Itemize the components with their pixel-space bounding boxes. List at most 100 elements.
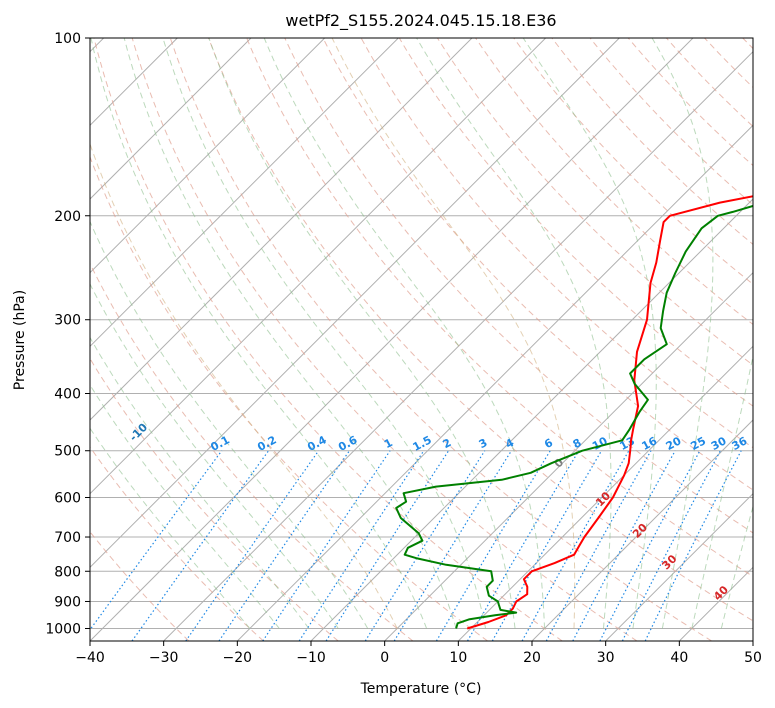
mixing-ratio-line: [262, 450, 391, 641]
mixing-ratio-line: [435, 450, 551, 641]
mixing-ratio-label: 25: [688, 434, 708, 453]
isotherm-gridline: [90, 38, 399, 348]
isotherm-gridline: [90, 38, 252, 200]
mixing-ratio-label: 13: [617, 434, 637, 453]
dry-adiabat: [90, 262, 414, 641]
dry-adiabat: [666, 38, 753, 128]
mixing-ratio-line: [185, 450, 320, 641]
y-tick-label: 900: [54, 594, 81, 610]
mixing-ratio-line: [218, 450, 350, 641]
dry-adiabat: [322, 38, 753, 491]
moist-adiabat: [90, 142, 398, 629]
chart-title: wetPf2_S155.2024.045.15.18.E36: [285, 11, 556, 31]
x-tick-label: 0: [380, 650, 389, 666]
y-tick-label: 1000: [45, 621, 81, 637]
moist-adiabat-label: 40: [711, 583, 731, 603]
isotherm-gridline: [90, 38, 620, 569]
mixing-ratio-line: [491, 450, 603, 641]
dry-adiabat: [208, 38, 753, 622]
moist-adiabat: [651, 38, 714, 629]
mixing-ratio-label: 4: [503, 436, 516, 451]
isotherm-gridline: [163, 50, 753, 641]
dry-adiabat: [90, 357, 339, 641]
isotherm-gridline: [605, 492, 753, 641]
mixing-ratio-label: 30: [709, 434, 729, 453]
y-tick-label: 700: [54, 530, 81, 546]
x-tick-label: 20: [523, 650, 541, 666]
mixing-ratio-label: 20: [664, 434, 684, 453]
mixing-ratio-label: 36: [730, 434, 750, 453]
mixing-ratio-label: 16: [640, 434, 660, 453]
mixing-ratio-line: [599, 450, 701, 641]
mixing-ratio-label: 6: [542, 436, 555, 451]
moist-adiabat: [691, 353, 753, 629]
x-axis-label: Temperature (°C): [360, 681, 482, 697]
isotherm-gridline: [752, 640, 753, 641]
x-tick-label: −40: [75, 650, 105, 666]
moist-adiabat: [123, 38, 457, 629]
moist-adiabat: [90, 38, 428, 629]
dry-adiabat: [131, 38, 638, 641]
moist-adiabat: [90, 282, 339, 629]
dry-adiabat: [704, 38, 753, 89]
mixing-ratio-line: [90, 450, 223, 631]
x-tick-label: −10: [296, 650, 326, 666]
moist-adiabat: [331, 38, 576, 629]
dry-adiabat: [475, 38, 753, 326]
x-tick-label: −20: [223, 650, 253, 666]
moist-adiabat: [90, 220, 369, 629]
y-tick-label: 200: [54, 209, 81, 225]
temperature-profile: [466, 195, 753, 630]
dry-adiabat: [360, 38, 753, 449]
dry-adiabat: [93, 38, 563, 641]
x-tick-label: −30: [149, 650, 179, 666]
y-tick-label: 400: [54, 387, 81, 403]
moist-adiabat: [416, 38, 612, 629]
mixing-ratio-line: [545, 450, 652, 641]
isotherm-gridline: [384, 271, 753, 641]
isotherm-gridline: [90, 38, 326, 274]
isotherm-gridline: [678, 566, 753, 641]
dry-adiabat: [627, 38, 753, 167]
mixing-ratio-line: [325, 450, 450, 641]
dry-adiabat: [90, 446, 264, 641]
isotherm-gridline: [236, 124, 753, 641]
dry-adiabat: [398, 38, 753, 407]
dry-adiabat: [246, 38, 753, 578]
mixing-ratio-line: [644, 450, 742, 641]
x-tick-label: 10: [449, 650, 467, 666]
isotherm-gridline: [90, 38, 694, 641]
dry-adiabat: [742, 38, 753, 50]
mixing-ratio-line: [131, 450, 270, 641]
y-tick-label: 500: [54, 444, 81, 460]
plot-frame: [89, 37, 754, 642]
y-tick-label: 100: [54, 31, 81, 47]
dry-adiabat: [513, 38, 753, 285]
dry-adiabat-label: -10: [127, 421, 150, 444]
mixing-ratio-line: [521, 450, 630, 641]
dry-adiabat: [169, 38, 712, 641]
y-axis-label: Pressure (hPa): [12, 290, 28, 390]
mixing-ratio-line: [572, 450, 676, 641]
mixing-ratio-label: 3: [477, 436, 490, 451]
moist-adiabat: [90, 336, 310, 629]
moist-adiabat: [90, 427, 251, 629]
mixing-ratio-line: [466, 450, 580, 641]
dry-adiabat: [589, 38, 753, 206]
mixing-ratio-line: [364, 450, 486, 641]
mixing-ratio-label: 2: [441, 436, 454, 451]
dewpoint-profile: [395, 204, 753, 629]
isotherm-gridline: [457, 345, 753, 641]
isotherm-gridline: [90, 38, 473, 421]
x-tick-label: 40: [670, 650, 688, 666]
y-tick-label: 800: [54, 564, 81, 580]
dry-adiabat: [436, 38, 753, 366]
moist-adiabat: [522, 38, 657, 629]
x-tick-label: 30: [597, 650, 615, 666]
moist-adiabat: [720, 504, 753, 629]
moist-adiabat-label: 20: [630, 521, 650, 541]
moist-adiabat: [208, 38, 516, 629]
x-tick-label: 50: [744, 650, 762, 666]
isotherm-gridline: [310, 198, 753, 641]
